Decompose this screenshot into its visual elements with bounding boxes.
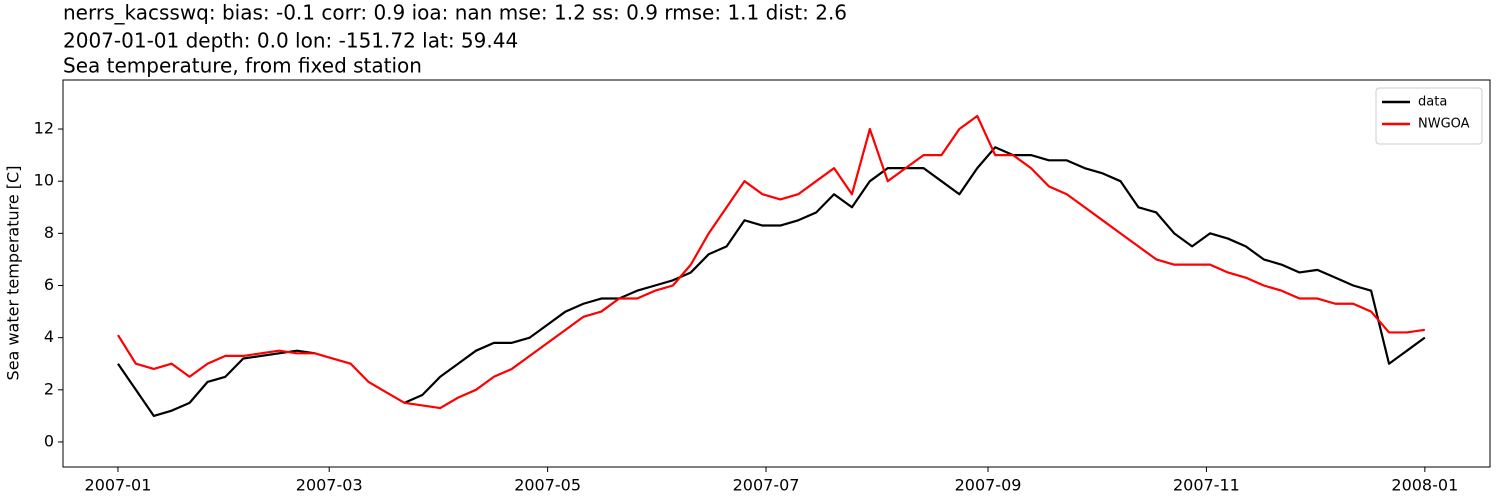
y-tick-label: 0 xyxy=(44,431,54,450)
y-tick-label: 4 xyxy=(44,327,54,346)
chart-subtitle: 2007-01-01 depth: 0.0 lon: -151.72 lat: … xyxy=(63,29,518,53)
x-tick-label: 2008-01 xyxy=(1391,476,1458,495)
x-tick-label: 2007-11 xyxy=(1173,476,1240,495)
series-line xyxy=(117,146,1426,417)
x-tick-label: 2007-01 xyxy=(85,476,152,495)
legend-label: NWGOA xyxy=(1418,117,1470,132)
x-tick-label: 2007-09 xyxy=(955,476,1022,495)
plot-frame xyxy=(62,79,1491,468)
y-tick-label: 6 xyxy=(44,275,54,294)
chart-title: nerrs_kacsswq: bias: -0.1 corr: 0.9 ioa:… xyxy=(63,1,847,25)
y-tick-label: 2 xyxy=(44,379,54,398)
legend-label: data xyxy=(1418,95,1447,110)
y-tick-label: 8 xyxy=(44,223,54,242)
y-tick-label: 12 xyxy=(34,119,54,138)
series-line xyxy=(117,114,1425,410)
y-axis-label: Sea water temperature [C] xyxy=(4,166,23,381)
chart-subtitle: Sea temperature, from fixed station xyxy=(63,54,422,78)
y-tick-label: 10 xyxy=(34,171,54,190)
x-tick-label: 2007-05 xyxy=(514,476,581,495)
x-tick-label: 2007-03 xyxy=(296,476,363,495)
x-tick-label: 2007-07 xyxy=(733,476,800,495)
